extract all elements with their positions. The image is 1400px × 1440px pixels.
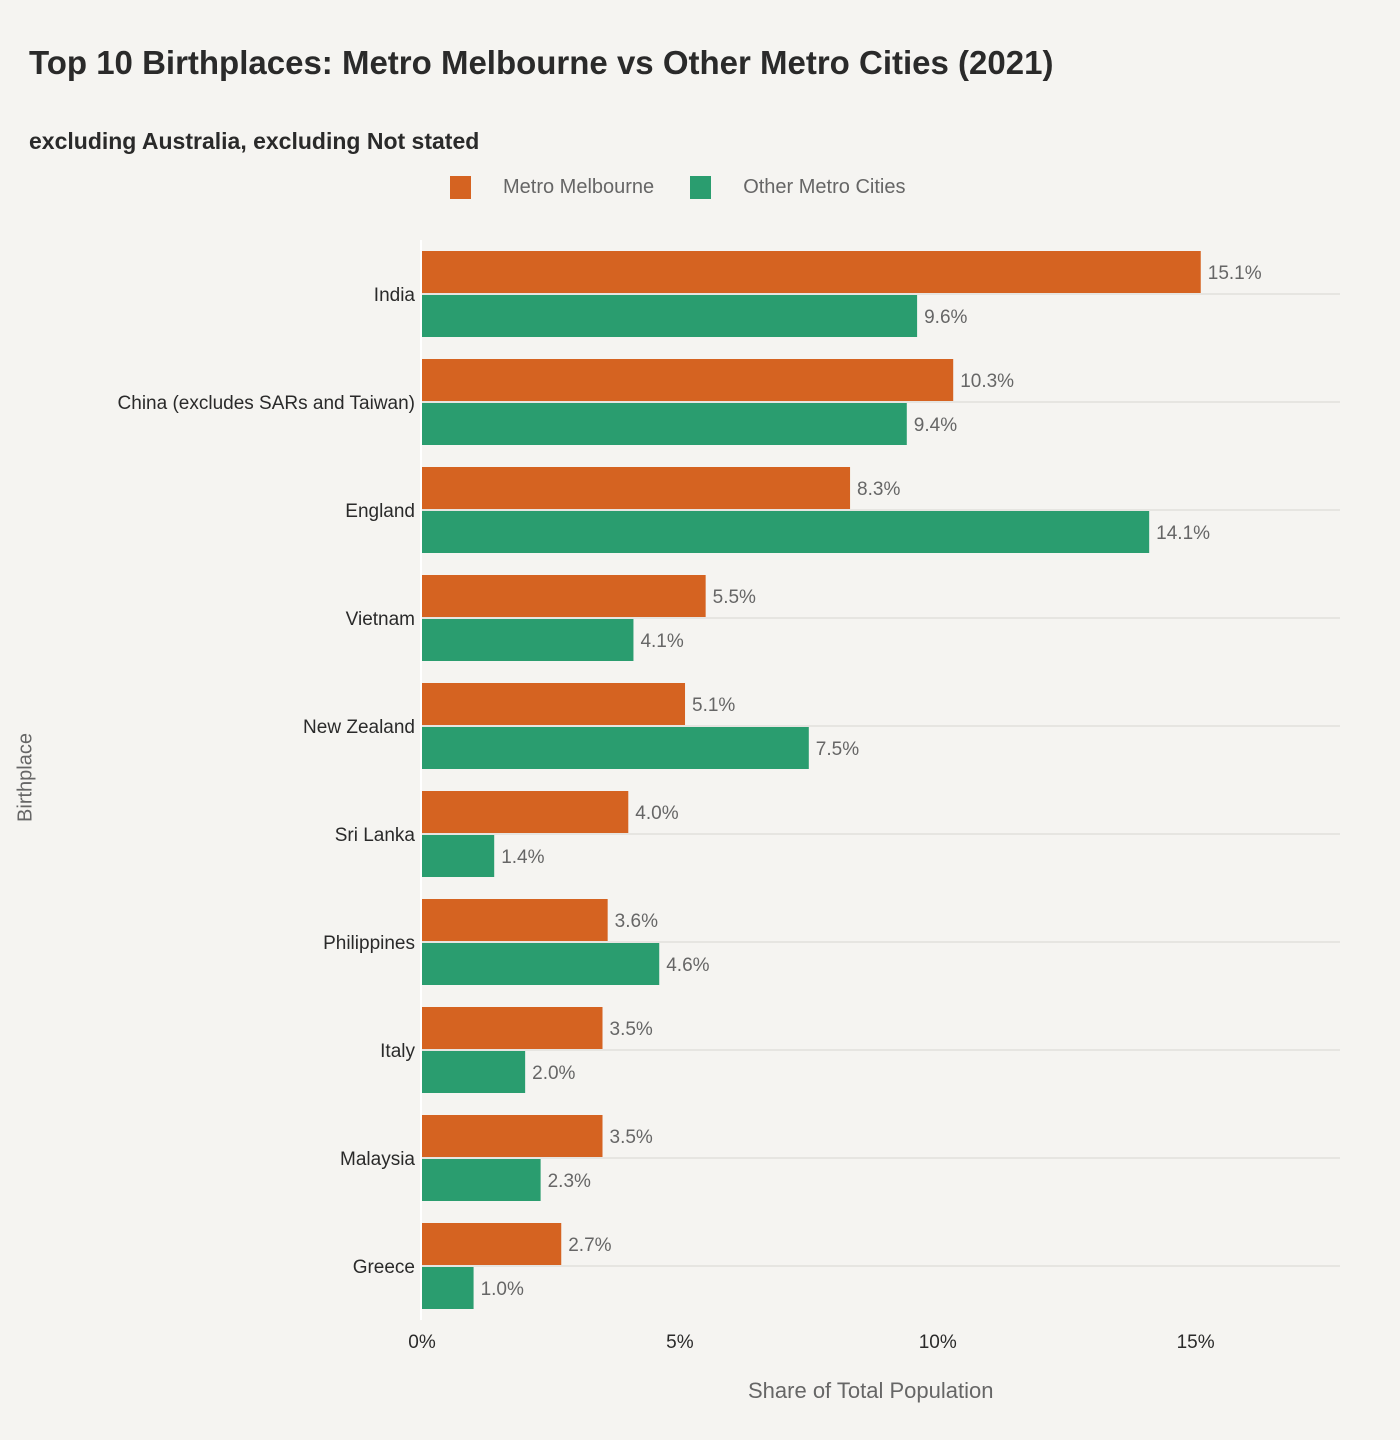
data-label: 3.6% <box>615 911 658 932</box>
data-label: 2.3% <box>548 1171 591 1192</box>
y-tick-label: England <box>345 501 415 522</box>
data-label: 2.7% <box>568 1235 611 1256</box>
legend: Metro Melbourne Other Metro Cities <box>450 176 941 199</box>
bar-other-metro-cities <box>422 943 660 985</box>
bar-other-metro-cities <box>422 1159 541 1201</box>
data-label: 5.1% <box>692 695 735 716</box>
legend-swatch-other-metro-cities <box>690 176 712 199</box>
y-tick-label: Sri Lanka <box>335 825 416 846</box>
data-label: 2.0% <box>532 1063 575 1084</box>
data-label: 10.3% <box>960 371 1014 392</box>
bar-metro-melbourne <box>422 1223 562 1265</box>
legend-label: Metro Melbourne <box>503 176 655 198</box>
chart-title: Top 10 Birthplaces: Metro Melbourne vs O… <box>29 44 1054 81</box>
chart-subtitle: excluding Australia, excluding Not state… <box>29 128 480 154</box>
legend-item-other-metro-cities[interactable]: Other Metro Cities <box>690 176 905 199</box>
y-tick-label: Philippines <box>323 933 415 954</box>
legend-label: Other Metro Cities <box>743 176 906 198</box>
data-label: 4.0% <box>635 803 678 824</box>
bar-other-metro-cities <box>422 727 809 769</box>
y-tick-label: New Zealand <box>303 717 415 738</box>
bar-other-metro-cities <box>422 619 634 661</box>
bar-metro-melbourne <box>422 359 954 401</box>
data-label: 5.5% <box>713 587 756 608</box>
x-tick-label: 5% <box>666 1332 694 1353</box>
data-label: 4.1% <box>640 631 683 652</box>
bar-metro-melbourne <box>422 575 706 617</box>
legend-swatch-metro-melbourne <box>450 176 471 199</box>
bar-other-metro-cities <box>422 295 918 337</box>
data-label: 3.5% <box>610 1019 653 1040</box>
x-tick-label: 10% <box>919 1332 957 1353</box>
y-tick-label: China (excludes SARs and Taiwan) <box>118 393 415 414</box>
bar-other-metro-cities <box>422 1051 526 1093</box>
bar-other-metro-cities <box>422 511 1150 553</box>
data-label: 9.6% <box>924 307 967 328</box>
x-tick-label: 15% <box>1177 1332 1215 1353</box>
bar-other-metro-cities <box>422 835 495 877</box>
data-label: 15.1% <box>1208 263 1262 284</box>
data-label: 14.1% <box>1156 523 1210 544</box>
bar-metro-melbourne <box>422 899 608 941</box>
bar-other-metro-cities <box>422 1267 474 1309</box>
y-axis-label: Birthplace <box>14 733 37 822</box>
data-label: 7.5% <box>816 739 859 760</box>
y-tick-label: Greece <box>353 1257 415 1278</box>
bar-metro-melbourne <box>422 1115 603 1157</box>
y-tick-label: India <box>374 285 416 306</box>
bar-metro-melbourne <box>422 683 686 725</box>
data-label: 1.0% <box>481 1279 524 1300</box>
y-tick-label: Vietnam <box>346 609 415 630</box>
bar-metro-melbourne <box>422 791 629 833</box>
data-label: 8.3% <box>857 479 900 500</box>
data-label: 1.4% <box>501 847 544 868</box>
bar-metro-melbourne <box>422 467 851 509</box>
legend-item-metro-melbourne[interactable]: Metro Melbourne <box>450 176 654 199</box>
x-axis-label: Share of Total Population <box>748 1378 994 1403</box>
data-label: 4.6% <box>666 955 709 976</box>
y-tick-label: Italy <box>380 1041 415 1062</box>
bar-other-metro-cities <box>422 403 907 445</box>
bar-metro-melbourne <box>422 1007 603 1049</box>
data-label: 9.4% <box>914 415 957 436</box>
data-label: 3.5% <box>610 1127 653 1148</box>
bar-metro-melbourne <box>422 251 1201 293</box>
x-tick-label: 0% <box>408 1332 436 1353</box>
y-tick-label: Malaysia <box>340 1149 415 1170</box>
